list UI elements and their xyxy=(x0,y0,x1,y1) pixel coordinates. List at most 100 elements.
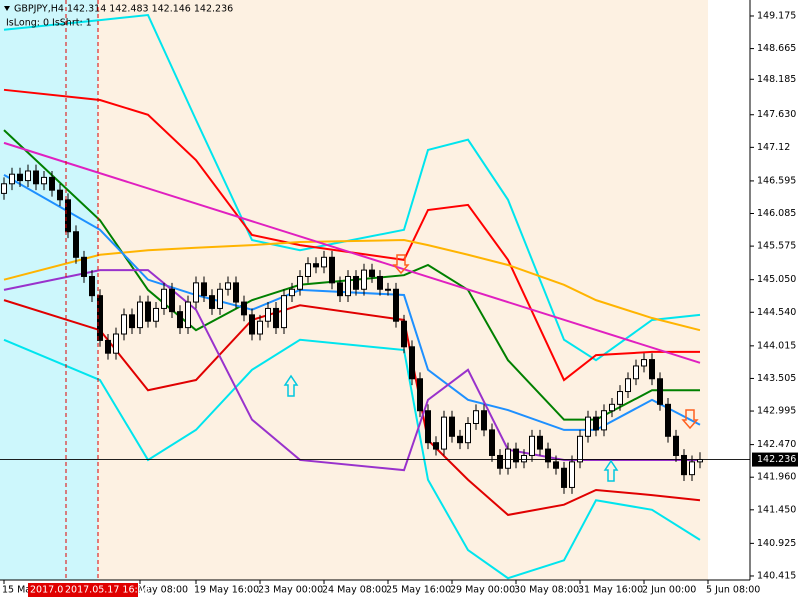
candle-body xyxy=(465,423,471,444)
candle-body xyxy=(289,288,295,297)
candle-body xyxy=(209,295,215,309)
y-tick-label: 149.175 xyxy=(757,10,796,21)
indicator-line xyxy=(3,141,701,364)
candle-body xyxy=(297,275,303,290)
y-tick-label: 145.050 xyxy=(757,274,796,285)
candle-body xyxy=(265,307,271,322)
candle-body xyxy=(649,359,655,380)
candle-body xyxy=(113,333,119,354)
sell-arrow xyxy=(392,254,410,275)
candle-body xyxy=(441,416,447,450)
y-tick-label: 143.505 xyxy=(757,373,796,384)
candle-body xyxy=(577,435,583,463)
candle-body xyxy=(313,263,319,268)
candle-body xyxy=(25,170,31,182)
candle-body xyxy=(57,189,63,201)
y-tick-label: 147.12 xyxy=(757,142,790,153)
indicator-line xyxy=(3,239,701,332)
candle-body xyxy=(561,467,567,488)
candle-body xyxy=(641,359,647,367)
x-tick-label: 19 May 16:00 xyxy=(194,585,259,596)
x-tick-label: 15 Ma xyxy=(2,585,31,596)
x-tick-label: 23 May 00:00 xyxy=(258,585,323,596)
candle-body xyxy=(433,442,439,450)
crosshair-label-bg xyxy=(28,583,65,597)
candle-body xyxy=(65,199,71,233)
candle-body xyxy=(633,365,639,380)
candle-body xyxy=(409,346,415,380)
x-tick-label: 2 Jun 00:00 xyxy=(642,585,696,596)
candle-body xyxy=(473,410,479,425)
candle-body xyxy=(425,410,431,444)
candle-body xyxy=(393,288,399,322)
y-tick-label: 148.185 xyxy=(757,74,796,85)
session-bg xyxy=(0,0,98,580)
candle-body xyxy=(513,448,519,463)
candle-body xyxy=(105,339,111,354)
candle-body xyxy=(225,282,231,290)
indicator-line xyxy=(3,13,701,362)
candle-body xyxy=(137,301,143,329)
y-tick-label: 148.665 xyxy=(757,43,796,54)
y-tick-label: 145.575 xyxy=(757,241,796,252)
candle-body xyxy=(33,170,39,185)
indicator-line xyxy=(3,338,701,580)
candle-body xyxy=(369,269,375,277)
candle-body xyxy=(81,256,87,277)
candle-body xyxy=(129,314,135,329)
candle-body xyxy=(153,307,159,322)
last-price-label: 142.236 xyxy=(757,454,796,465)
candle-body xyxy=(121,314,127,335)
candle-body xyxy=(233,282,239,303)
candle-body xyxy=(193,282,199,303)
candle-body xyxy=(177,311,183,329)
candle-body xyxy=(657,378,663,405)
candle-body xyxy=(609,403,615,412)
candle-body xyxy=(585,416,591,437)
candle-body xyxy=(217,288,223,309)
candle-body xyxy=(537,435,543,450)
y-tick-label: 140.415 xyxy=(757,570,796,581)
y-tick-label: 144.015 xyxy=(757,340,796,351)
x-tick-label: 29 May 00:00 xyxy=(450,585,515,596)
candle-body xyxy=(337,282,343,297)
candle-body xyxy=(201,282,207,297)
candle-body xyxy=(505,448,511,469)
candle-body xyxy=(345,275,351,297)
header: GBPJPY,H4 142.314 142.483 142.146 142.23… xyxy=(14,4,233,15)
candle-body xyxy=(625,378,631,393)
candle-body xyxy=(417,378,423,412)
candle-body xyxy=(281,295,287,329)
y-tick-label: 142.470 xyxy=(757,439,796,450)
y-tick-label: 141.450 xyxy=(757,504,796,515)
candle-body xyxy=(321,256,327,268)
subheader: IsLong: 0 IsShrt: 1 xyxy=(6,18,92,29)
candle-body xyxy=(673,435,679,456)
y-tick-label: 146.085 xyxy=(757,208,796,219)
buy-arrow xyxy=(603,459,619,482)
x-tick-label: 5 Jun 08:00 xyxy=(706,585,760,596)
y-tick-label: 140.925 xyxy=(757,538,796,549)
candle-body xyxy=(617,391,623,405)
candle-body xyxy=(449,416,455,437)
candle-body xyxy=(257,320,263,335)
crosshair-label: 2017.0 xyxy=(30,585,63,596)
y-tick-label: 147.630 xyxy=(757,109,796,120)
candle-body xyxy=(569,461,575,488)
candle-body xyxy=(457,435,463,444)
candle-body xyxy=(89,275,95,297)
indicator-line xyxy=(3,299,701,516)
candle-body xyxy=(553,461,559,469)
x-tick-label: 25 May 16:00 xyxy=(386,585,451,596)
x-tick-label: 30 May 08:00 xyxy=(514,585,579,596)
candle-body xyxy=(249,314,255,335)
last-price-bg xyxy=(752,452,798,467)
candle-body xyxy=(1,183,7,194)
session-bg xyxy=(98,0,708,580)
x-tick-label: 24 May 08:00 xyxy=(322,585,387,596)
candle-body xyxy=(329,256,335,284)
candle-body xyxy=(681,454,687,476)
x-tick-label: May 08:00 xyxy=(138,585,188,596)
indicator-line xyxy=(3,88,700,382)
